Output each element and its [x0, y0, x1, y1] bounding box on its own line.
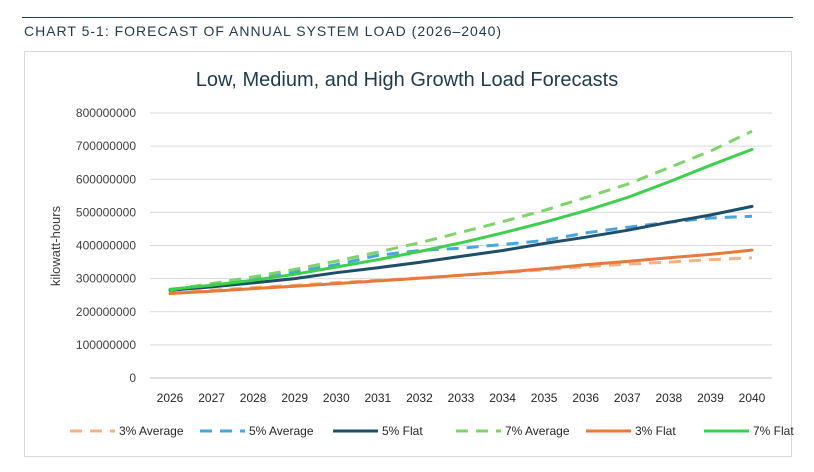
y-tick-label: 800000000	[76, 106, 136, 120]
x-tick-label: 2040	[739, 391, 766, 405]
x-tick-label: 2031	[365, 391, 392, 405]
x-tick-label: 2036	[572, 391, 599, 405]
legend-label: 5% Average	[249, 424, 314, 438]
x-tick-label: 2038	[656, 391, 683, 405]
top-rule	[22, 17, 793, 18]
series-line-3-flat	[168, 248, 754, 295]
legend-label: 3% Average	[119, 424, 184, 438]
series-line-7-average	[169, 129, 753, 292]
y-tick-label: 0	[129, 371, 136, 385]
legend-label: 7% Flat	[753, 424, 794, 438]
series-line-7-flat	[168, 147, 754, 291]
x-tick-label: 2030	[323, 391, 350, 405]
chart-title: Low, Medium, and High Growth Load Foreca…	[196, 69, 618, 91]
y-tick-label: 100000000	[76, 338, 136, 352]
y-tick-label: 300000000	[76, 272, 136, 286]
x-tick-label: 2028	[240, 391, 267, 405]
page-heading: CHART 5-1: FORECAST OF ANNUAL SYSTEM LOA…	[24, 23, 503, 39]
legend-label: 7% Average	[505, 424, 570, 438]
y-axis-label: kilowatt-hours	[48, 205, 63, 286]
legend-label: 5% Flat	[382, 424, 423, 438]
x-tick-label: 2029	[281, 391, 308, 405]
y-tick-label: 400000000	[76, 239, 136, 253]
x-tick-label: 2037	[614, 391, 641, 405]
legend-label: 3% Flat	[635, 424, 676, 438]
y-tick-label: 700000000	[76, 139, 136, 153]
x-tick-label: 2032	[406, 391, 433, 405]
x-tick-label: 2026	[157, 391, 184, 405]
y-tick-label: 200000000	[76, 305, 136, 319]
x-tick-label: 2039	[697, 391, 724, 405]
x-tick-label: 2033	[448, 391, 475, 405]
series-line-5-flat	[168, 204, 754, 292]
y-tick-label: 600000000	[76, 172, 136, 186]
x-tick-label: 2027	[198, 391, 225, 405]
y-tick-label: 500000000	[76, 205, 136, 219]
x-tick-label: 2034	[489, 391, 516, 405]
x-tick-label: 2035	[531, 391, 558, 405]
